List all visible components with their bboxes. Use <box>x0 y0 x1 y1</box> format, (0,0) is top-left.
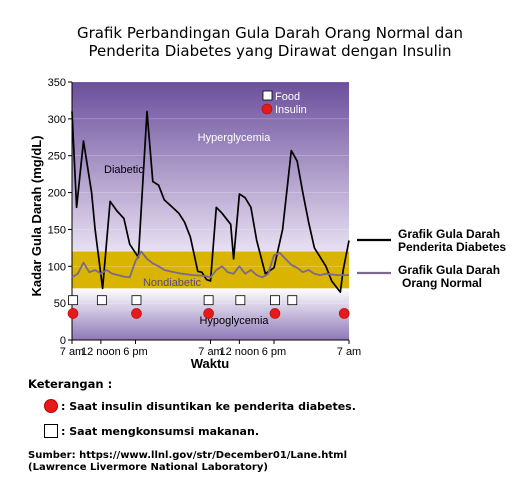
legend-normal-line2: Orang Normal <box>402 276 482 290</box>
hyperglycemia-label: Hyperglycemia <box>198 132 272 144</box>
food-legend-icon <box>262 90 273 101</box>
notes-heading: Keterangan : <box>28 377 113 391</box>
legend-diabetic-line1: Grafik Gula Darah <box>398 227 500 241</box>
food-legend-label: Food <box>275 91 300 103</box>
x-tick-label: 6 pm <box>123 346 147 358</box>
y-tick-label: 50 <box>54 298 66 310</box>
insulin-dot-icon <box>44 399 58 413</box>
y-tick-label: 300 <box>48 114 66 126</box>
legend-normal-line1: Grafik Gula Darah <box>398 263 500 277</box>
normal-series-line <box>71 250 349 279</box>
insulin-marker <box>338 308 350 319</box>
x-tick-label: 7 am <box>337 346 361 358</box>
notes-panel: Keterangan : : Saat insulin disuntikan k… <box>28 377 498 473</box>
food-marker <box>235 295 246 306</box>
diabetic-label: Diabetic <box>104 164 144 176</box>
y-axis-title: Kadar Gula Darah (mg/dL) <box>29 135 44 296</box>
y-tick-label: 250 <box>48 151 66 163</box>
hypoglycemia-label: Hypoglycemia <box>199 315 269 327</box>
chart-title-line2: Penderita Diabetes yang Dirawat dengan I… <box>89 42 452 60</box>
food-marker <box>287 295 298 306</box>
source-text: Sumber: https://www.llnl.gov/str/Decembe… <box>28 450 347 474</box>
food-note-text: : Saat mengkonsumsi makanan. <box>61 424 259 438</box>
nondiabetic-label: Nondiabetic <box>143 277 202 289</box>
food-marker <box>68 295 78 306</box>
x-axis-title: Waktu <box>191 356 230 371</box>
insulin-note-text: : Saat insulin disuntikan ke penderita d… <box>61 399 356 413</box>
x-tick-label: 12 noon <box>219 346 259 358</box>
insulin-marker <box>131 308 142 319</box>
insulin-marker <box>67 308 79 319</box>
food-box-icon <box>44 424 58 438</box>
food-marker <box>96 295 107 306</box>
y-tick-label: 150 <box>48 224 66 236</box>
source-line2: (Lawrence Livermore National Laboratory) <box>28 462 268 473</box>
food-note: : Saat mengkonsumsi makanan. <box>44 424 259 438</box>
insulin-legend-label: Insulin <box>275 104 307 116</box>
food-marker <box>203 295 214 306</box>
x-tick-label: 7 am <box>60 346 84 358</box>
insulin-marker <box>269 308 281 319</box>
y-tick-label: 100 <box>48 261 66 273</box>
insulin-note: : Saat insulin disuntikan ke penderita d… <box>44 399 356 413</box>
legend-diabetic-line2: Penderita Diabetes <box>398 240 506 254</box>
insulin-legend-icon <box>261 103 273 115</box>
food-marker <box>270 295 280 306</box>
hyperglycemia-region <box>72 82 349 252</box>
chart-title-line1: Grafik Perbandingan Gula Darah Orang Nor… <box>77 24 463 42</box>
nondiabetic-region <box>72 251 349 289</box>
y-tick-label: 200 <box>48 188 66 200</box>
diabetic-series-line <box>71 110 350 293</box>
x-tick-label: 12 noon <box>81 346 121 358</box>
x-tick-label: 6 pm <box>262 346 286 358</box>
y-tick-label: 350 <box>48 77 66 89</box>
source-line1: Sumber: https://www.llnl.gov/str/Decembe… <box>28 450 347 461</box>
y-tick-label: 0 <box>60 335 66 347</box>
x-tick-label: 7 am <box>198 346 222 358</box>
insulin-marker <box>203 308 214 319</box>
food-marker <box>131 295 142 306</box>
